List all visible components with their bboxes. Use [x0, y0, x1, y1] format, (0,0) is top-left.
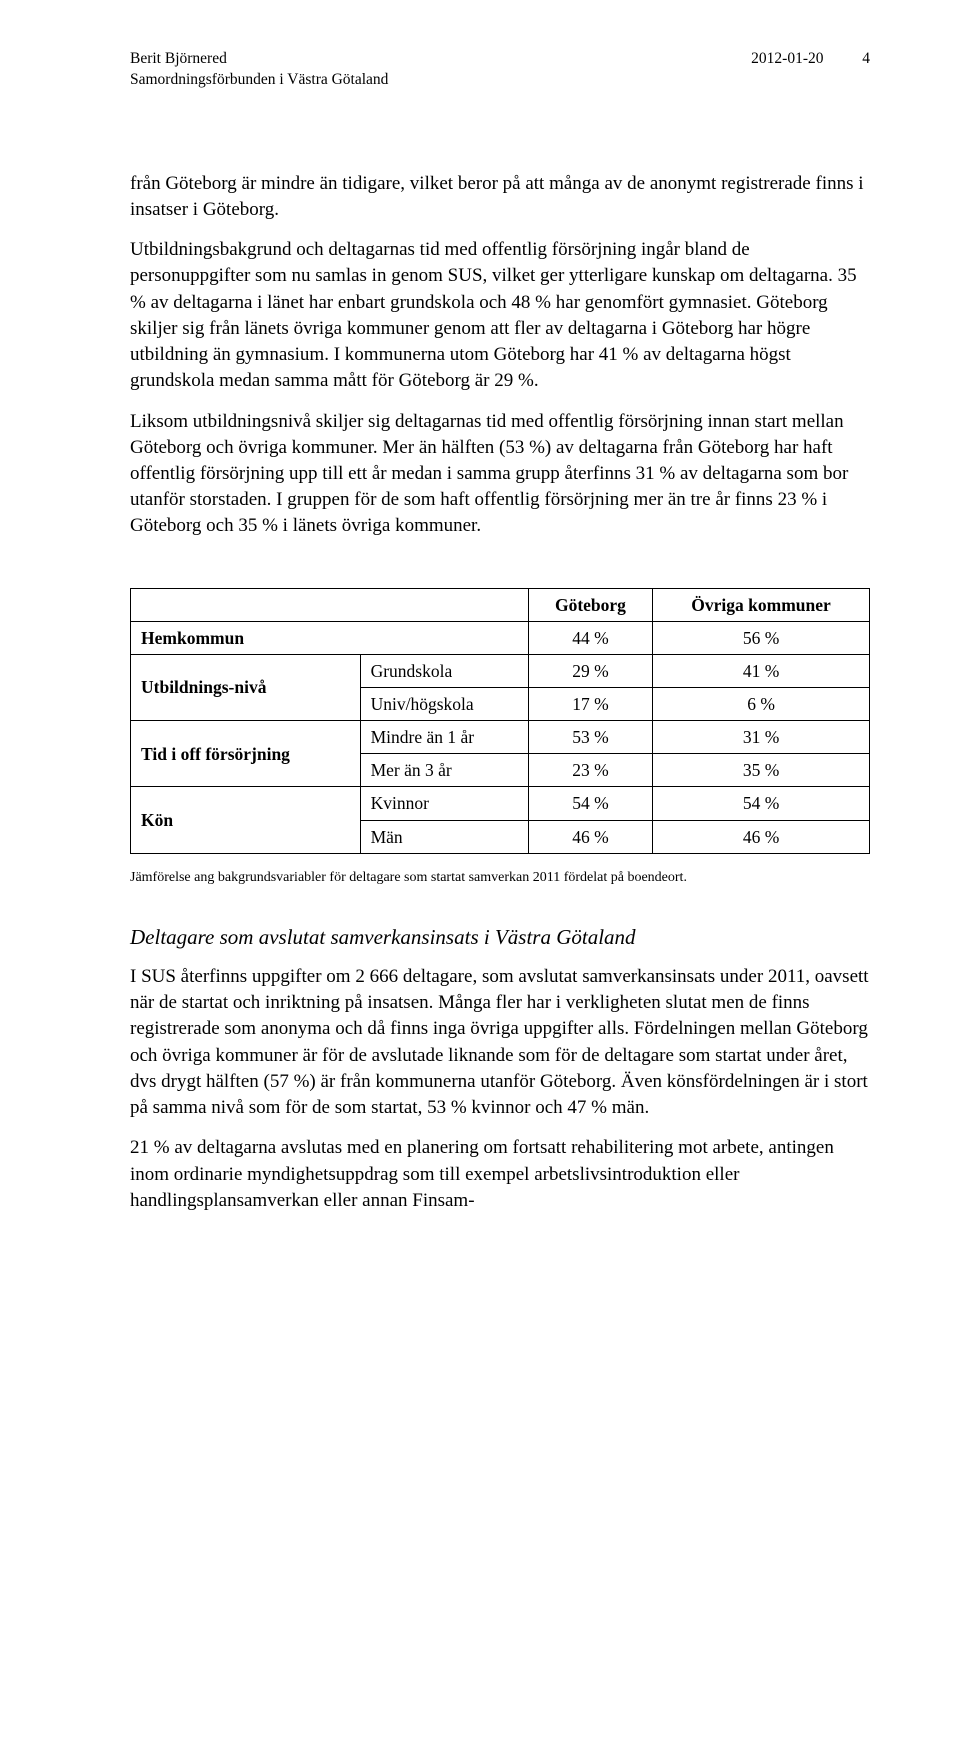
paragraph-2: Utbildningsbakgrund och deltagarnas tid … [130, 237, 870, 394]
header-right: 2012-01-20 4 [711, 48, 870, 91]
paragraph-4: I SUS återfinns uppgifter om 2 666 delta… [130, 964, 870, 1121]
table-row: Hemkommun 44 % 56 % [131, 621, 870, 654]
row-sublabel: Grundskola [360, 654, 528, 687]
table-corner-cell [131, 588, 529, 621]
cell-value: 41 % [653, 654, 870, 687]
cell-value: 31 % [653, 721, 870, 754]
row-sublabel: Kvinnor [360, 787, 528, 820]
cell-value: 17 % [528, 688, 652, 721]
header-page-number: 4 [862, 50, 870, 67]
table-row: Tid i off försörjning Mindre än 1 år 53 … [131, 721, 870, 754]
cell-value: 53 % [528, 721, 652, 754]
row-sublabel: Mindre än 1 år [360, 721, 528, 754]
paragraph-3: Liksom utbildningsnivå skiljer sig delta… [130, 409, 870, 540]
paragraph-5: 21 % av deltagarna avslutas med en plane… [130, 1135, 870, 1214]
cell-value: 29 % [528, 654, 652, 687]
row-sublabel: Univ/högskola [360, 688, 528, 721]
table-caption: Jämförelse ang bakgrundsvariabler för de… [130, 868, 870, 887]
header-org: Samordningsförbunden i Västra Götaland [130, 69, 388, 90]
row-group-tid: Tid i off försörjning [131, 721, 361, 787]
cell-value: 54 % [653, 787, 870, 820]
row-sublabel: Mer än 3 år [360, 754, 528, 787]
header-left: Berit Björnered Samordningsförbunden i V… [130, 48, 388, 91]
header-date: 2012-01-20 [751, 50, 823, 67]
col-header-goteborg: Göteborg [528, 588, 652, 621]
row-sublabel: Män [360, 820, 528, 853]
cell-value: 56 % [653, 621, 870, 654]
row-group-utbildning: Utbildnings-nivå [131, 654, 361, 720]
cell-value: 44 % [528, 621, 652, 654]
header-author: Berit Björnered [130, 48, 388, 69]
col-header-ovriga: Övriga kommuner [653, 588, 870, 621]
table-header-row: Göteborg Övriga kommuner [131, 588, 870, 621]
cell-value: 46 % [653, 820, 870, 853]
table-row: Kön Kvinnor 54 % 54 % [131, 787, 870, 820]
cell-value: 35 % [653, 754, 870, 787]
cell-value: 6 % [653, 688, 870, 721]
section-heading: Deltagare som avslutat samverkansinsats … [130, 923, 870, 952]
row-label-hemkommun: Hemkommun [131, 621, 529, 654]
table-row: Utbildnings-nivå Grundskola 29 % 41 % [131, 654, 870, 687]
page-header: Berit Björnered Samordningsförbunden i V… [130, 48, 870, 91]
row-group-kon: Kön [131, 787, 361, 853]
cell-value: 46 % [528, 820, 652, 853]
paragraph-1: från Göteborg är mindre än tidigare, vil… [130, 171, 870, 223]
comparison-table: Göteborg Övriga kommuner Hemkommun 44 % … [130, 588, 870, 854]
cell-value: 54 % [528, 787, 652, 820]
cell-value: 23 % [528, 754, 652, 787]
